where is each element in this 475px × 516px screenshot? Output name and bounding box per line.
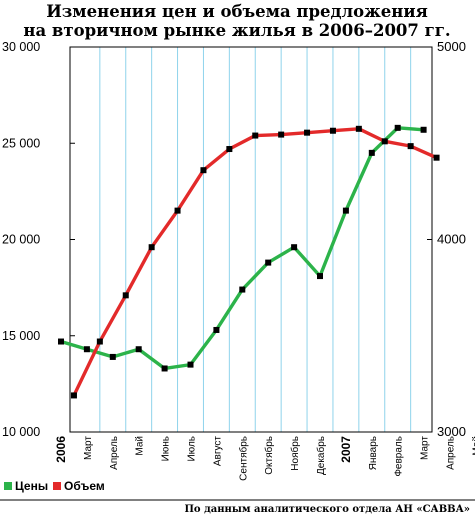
data-point — [368, 149, 375, 156]
x-axis-month-label: Апрель — [109, 436, 120, 470]
series-lines — [60, 126, 438, 397]
x-axis-month-label: Май — [135, 436, 146, 456]
chart-title-line1: Изменения цен и объема предложения — [46, 2, 428, 21]
x-axis-month-label: Июль — [187, 436, 198, 462]
right-axis-tick-label: 5000 — [437, 39, 466, 54]
data-point — [304, 129, 311, 136]
data-point — [265, 259, 272, 266]
x-axis-month-label: Октябрь — [263, 436, 275, 475]
x-axis-month-label: Декабрь — [315, 436, 327, 475]
chart-title-line2: на вторичном рынке жилья в 2006–2007 гг. — [23, 21, 450, 40]
legend-label-volume: Объем — [64, 479, 105, 493]
data-point — [200, 167, 207, 174]
data-point — [187, 361, 194, 368]
data-point — [407, 143, 414, 150]
data-point — [135, 346, 142, 353]
left-axis-tick-label: 25 000 — [2, 136, 40, 150]
right-axis: 3000 4000 5000 — [427, 39, 466, 439]
data-point — [433, 154, 440, 161]
left-axis: 10 000 15 000 20 000 25 000 30 000 — [2, 40, 75, 439]
data-point — [278, 131, 285, 138]
x-axis-month-label: Февраль — [394, 436, 405, 477]
data-point — [213, 326, 220, 333]
x-axis-month-label: Март — [83, 436, 94, 460]
right-axis-tick-label: 3000 — [437, 424, 466, 439]
source-note: По данным аналитического отдела АН «САВВ… — [184, 504, 470, 515]
data-point — [96, 338, 103, 345]
data-point — [252, 132, 259, 139]
left-axis-tick-label: 15 000 — [2, 329, 40, 343]
left-axis-tick-label: 10 000 — [2, 425, 40, 439]
data-point — [109, 353, 116, 360]
data-point — [161, 365, 168, 372]
legend-swatch-prices — [4, 482, 12, 490]
plot-frame — [69, 46, 433, 433]
data-point — [317, 273, 323, 280]
data-point — [174, 207, 181, 214]
x-axis-year-label: 2007 — [339, 436, 353, 463]
x-axis-labels: 2006 Март Апрель Май Июнь Июль Август Сентябрь О… — [54, 436, 475, 481]
x-axis-month-label: Январь — [368, 436, 379, 470]
legend: Цены Объем — [4, 479, 105, 493]
x-axis-month-label: Май — [471, 436, 475, 456]
x-axis-month-label: Август — [212, 436, 223, 467]
left-axis-tick-label: 30 000 — [2, 40, 40, 54]
series-line-0 — [60, 126, 424, 371]
right-axis-tick-label: 4000 — [437, 232, 466, 247]
data-point — [70, 392, 77, 399]
x-axis-year-label: 2006 — [54, 436, 68, 463]
data-point — [329, 127, 336, 134]
data-point — [226, 146, 233, 153]
data-point — [122, 292, 129, 299]
data-point — [83, 346, 90, 353]
data-point — [58, 338, 64, 345]
x-axis-month-label: Июнь — [161, 436, 172, 461]
legend-swatch-volume — [53, 482, 61, 490]
data-point — [342, 207, 349, 214]
data-point — [355, 125, 362, 132]
left-axis-tick-label: 20 000 — [2, 233, 40, 247]
x-axis-month-label: Сентябрь — [237, 436, 249, 481]
x-axis-month-label: Март — [420, 436, 431, 460]
x-axis-month-label: Ноябрь — [289, 436, 301, 471]
data-point — [394, 124, 401, 131]
data-point — [148, 244, 155, 251]
x-axis-month-label: Апрель — [446, 436, 457, 470]
series-points — [58, 124, 440, 399]
data-point — [291, 244, 298, 251]
legend-label-prices: Цены — [15, 479, 48, 493]
vertical-gridlines — [99, 47, 412, 432]
data-point — [420, 126, 427, 133]
data-point — [381, 138, 388, 145]
data-point — [239, 286, 246, 293]
